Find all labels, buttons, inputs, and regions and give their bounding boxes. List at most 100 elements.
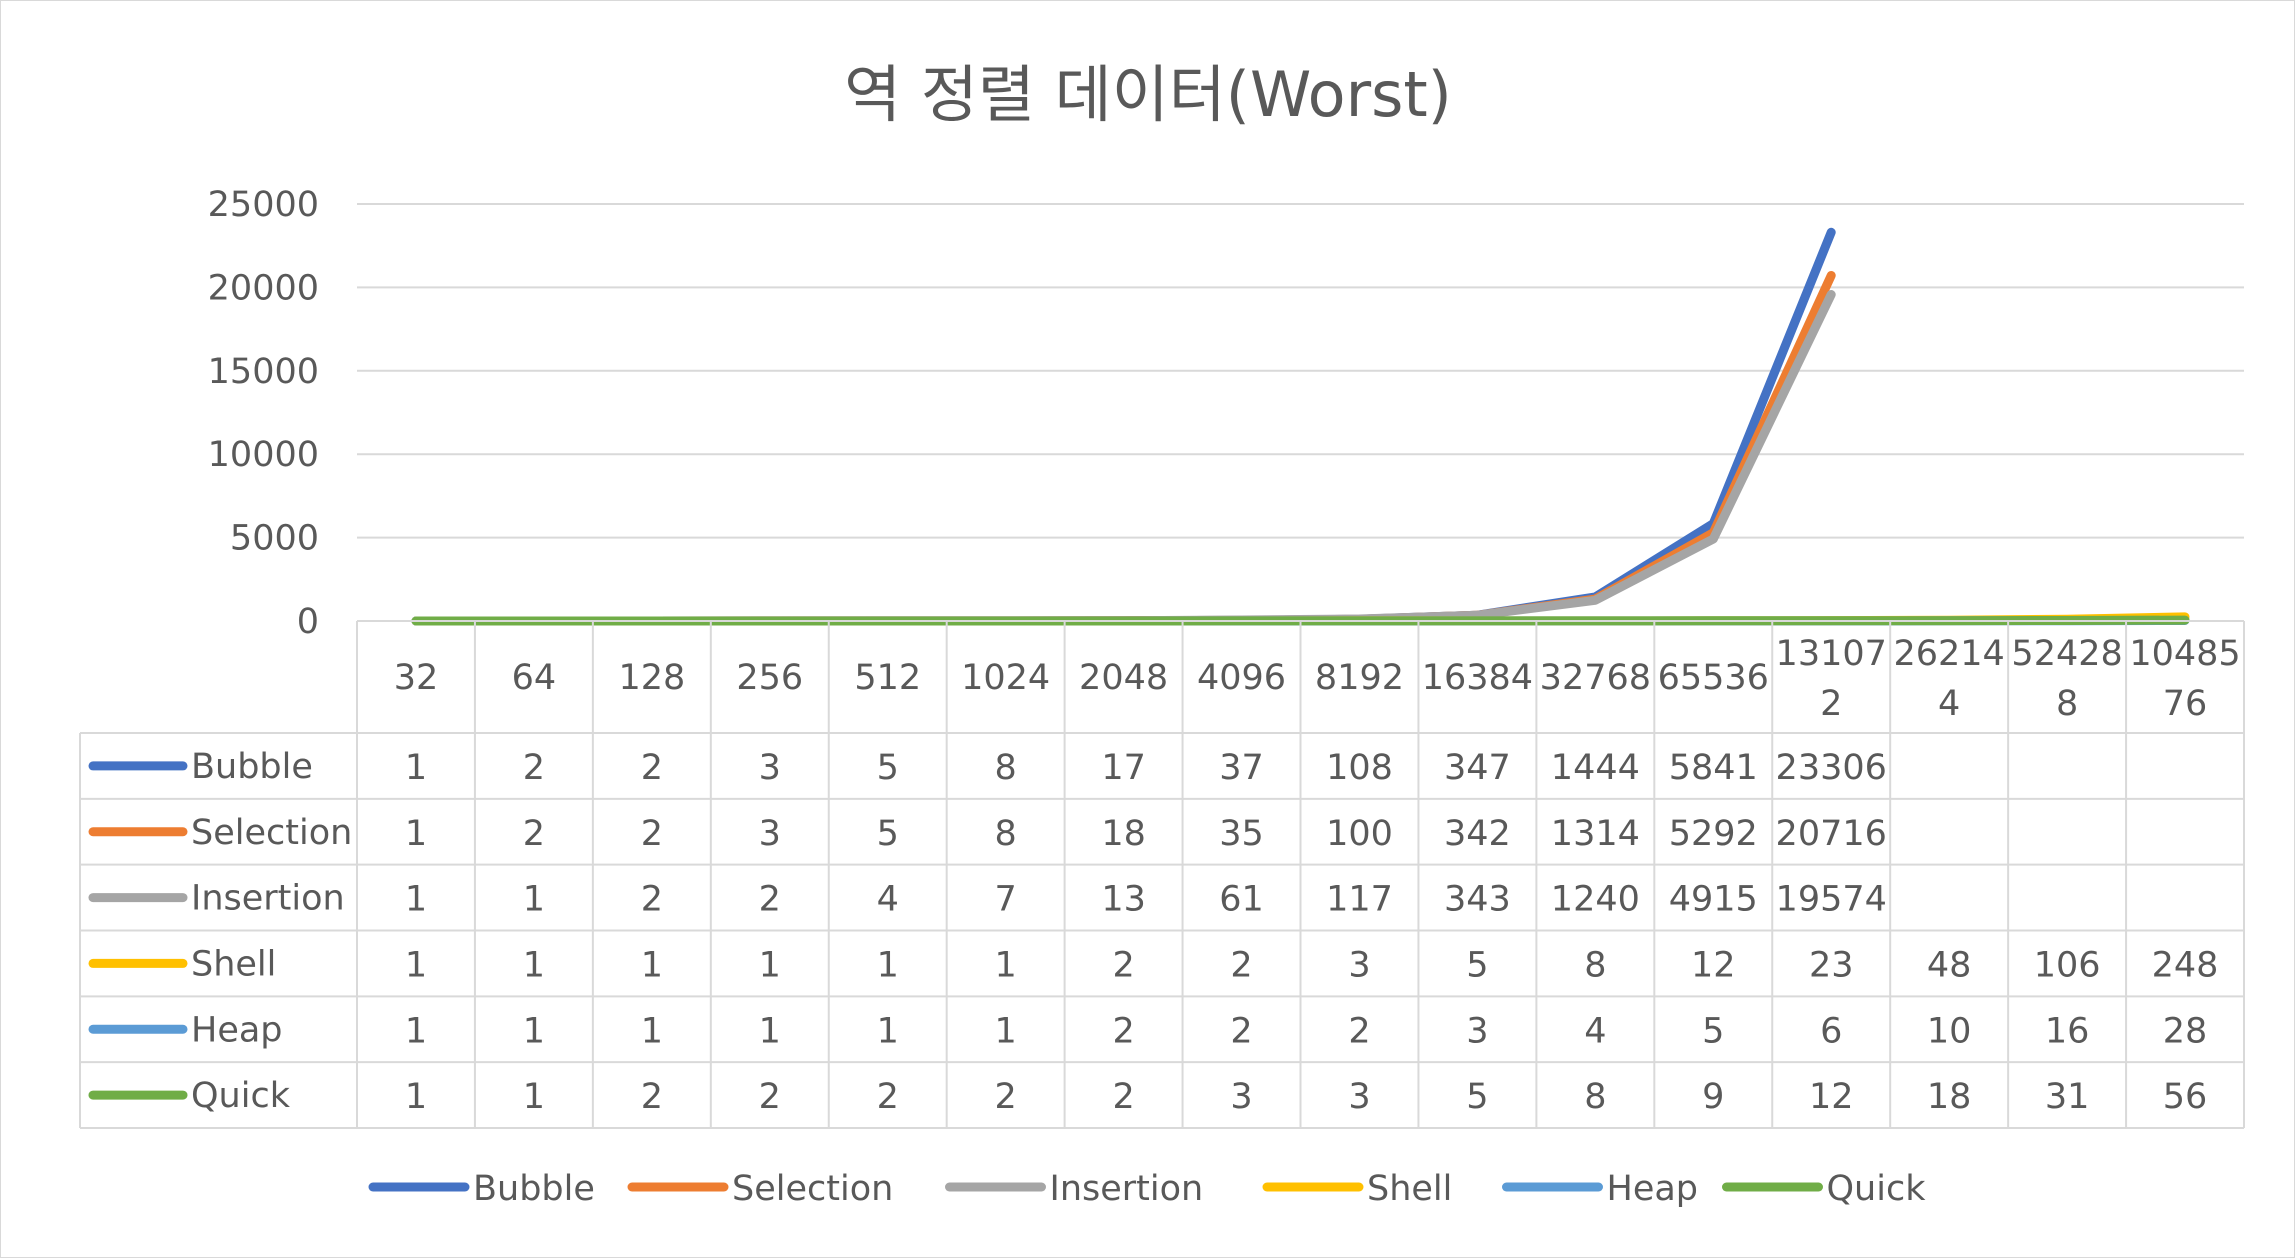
legend: Bubble Selection Insertion Shell Heap Quick — [373, 1169, 1926, 1209]
series-line-bubble — [416, 232, 1831, 621]
y-tick-label: 10000 — [208, 435, 319, 475]
x-tick-label: 26214 4 — [1893, 634, 2004, 724]
legend-label: Bubble — [473, 1169, 595, 1209]
table-cell-value: 5 — [877, 748, 899, 788]
table-cell-value: 100 — [1326, 814, 1393, 854]
table-cell-value: 2 — [995, 1077, 1017, 1117]
table-series-name: Bubble — [191, 747, 313, 787]
table-cell-value: 1 — [641, 945, 663, 985]
table-cell-value: 2 — [1112, 945, 1134, 985]
table-cell-value: 2 — [641, 1077, 663, 1117]
y-tick-label: 0 — [297, 602, 319, 642]
table-cell-value: 13 — [1101, 880, 1146, 920]
table-cell-value: 2 — [759, 880, 781, 920]
table-cell-value: 1 — [405, 748, 427, 788]
table-cell-value: 16 — [2045, 1011, 2090, 1051]
chart-title: 역 정렬 데이터(Worst) — [844, 58, 1452, 131]
table-cell-value: 1 — [405, 880, 427, 920]
table-cell-value: 4 — [877, 880, 899, 920]
x-tick-label: 13107 2 — [1776, 634, 1887, 724]
table-cell-value: 1 — [877, 945, 899, 985]
table-cell-value: 12 — [1691, 945, 1736, 985]
table-series-name: Insertion — [191, 879, 345, 919]
x-tick-label: 64 — [512, 658, 557, 698]
table-cell-value: 1 — [405, 1011, 427, 1051]
table-cell-value: 12 — [1809, 1077, 1854, 1117]
table-cell-value: 343 — [1444, 880, 1511, 920]
table-cell-value: 9 — [1702, 1077, 1724, 1117]
table-cell-value: 5 — [1702, 1011, 1724, 1051]
table-cell-value: 5841 — [1669, 748, 1758, 788]
table-cell-value: 1 — [523, 880, 545, 920]
legend-label: Insertion — [1050, 1169, 1204, 1209]
legend-label: Shell — [1367, 1169, 1452, 1209]
x-tick-label: 512 — [854, 658, 921, 698]
y-tick-label: 20000 — [208, 268, 319, 308]
x-tick-label: 2048 — [1079, 658, 1168, 698]
table-cell-value: 1 — [995, 1011, 1017, 1051]
table-cell-value: 2 — [1230, 945, 1252, 985]
table-cell-value: 5 — [1466, 945, 1488, 985]
data-table: 32 64 128 256 512 1024 2048 4096 8192 16384 32768 6… — [80, 621, 2244, 1128]
table-cell-value: 2 — [523, 748, 545, 788]
table-cell-value: 10 — [1927, 1011, 1972, 1051]
table-cell-value: 1240 — [1551, 880, 1640, 920]
table-cell-value: 117 — [1326, 880, 1393, 920]
table-cell-value: 2 — [1112, 1077, 1134, 1117]
legend-label: Quick — [1827, 1169, 1927, 1209]
table-cell-value: 23306 — [1776, 748, 1887, 788]
table-cell-value: 1 — [523, 1011, 545, 1051]
table-cell-value: 1 — [759, 945, 781, 985]
x-tick-label: 128 — [618, 658, 685, 698]
table-cell-value: 1 — [523, 945, 545, 985]
table-cell-value: 5 — [1466, 1077, 1488, 1117]
series-lines — [416, 232, 2185, 621]
table-cell-value: 5292 — [1669, 814, 1758, 854]
table-cell-value: 19574 — [1776, 880, 1887, 920]
table-cell-value: 61 — [1219, 880, 1264, 920]
table-cell-value: 17 — [1101, 748, 1146, 788]
table-cell-value: 2 — [759, 1077, 781, 1117]
x-tick-label: 32 — [394, 658, 439, 698]
table-cell-value: 2 — [641, 814, 663, 854]
table-cell-value: 4915 — [1669, 880, 1758, 920]
table-cell-value: 20716 — [1776, 814, 1887, 854]
table-series-name: Shell — [191, 944, 276, 984]
x-tick-label: 52428 8 — [2011, 634, 2122, 724]
table-cell-value: 1314 — [1551, 814, 1640, 854]
table-series-name: Heap — [191, 1010, 283, 1050]
x-tick-label: 32768 — [1540, 658, 1651, 698]
table-cell-value: 1 — [995, 945, 1017, 985]
table-cell-value: 1 — [877, 1011, 899, 1051]
table-cell-value: 1444 — [1551, 748, 1640, 788]
x-tick-label: 65536 — [1658, 658, 1769, 698]
table-cell-value: 31 — [2045, 1077, 2090, 1117]
table-cell-value: 1 — [405, 1077, 427, 1117]
table-cell-value: 3 — [1230, 1077, 1252, 1117]
series-line-insertion — [416, 295, 1831, 622]
table-cell-value: 18 — [1927, 1077, 1972, 1117]
x-tick-label: 10485 76 — [2129, 634, 2240, 724]
table-cell-value: 4 — [1584, 1011, 1606, 1051]
table-cell-value: 1 — [405, 945, 427, 985]
gridlines — [357, 204, 2244, 538]
table-cell-value: 8 — [1584, 1077, 1606, 1117]
legend-label: Heap — [1607, 1169, 1699, 1209]
table-cell-value: 1 — [523, 1077, 545, 1117]
table-series-name: Selection — [191, 813, 352, 853]
table-cell-value: 2 — [1112, 1011, 1134, 1051]
table-cell-value: 347 — [1444, 748, 1511, 788]
x-tick-label: 4096 — [1197, 658, 1286, 698]
table-cell-value: 35 — [1219, 814, 1264, 854]
table-cell-value: 6 — [1820, 1011, 1842, 1051]
table-cell-value: 248 — [2152, 945, 2219, 985]
table-cell-value: 5 — [877, 814, 899, 854]
table-cell-value: 28 — [2163, 1011, 2208, 1051]
table-cell-value: 2 — [877, 1077, 899, 1117]
table-cell-value: 2 — [641, 748, 663, 788]
table-cell-value: 3 — [759, 748, 781, 788]
x-tick-label: 16384 — [1422, 658, 1533, 698]
x-tick-label: 8192 — [1315, 658, 1404, 698]
table-cell-value: 2 — [641, 880, 663, 920]
